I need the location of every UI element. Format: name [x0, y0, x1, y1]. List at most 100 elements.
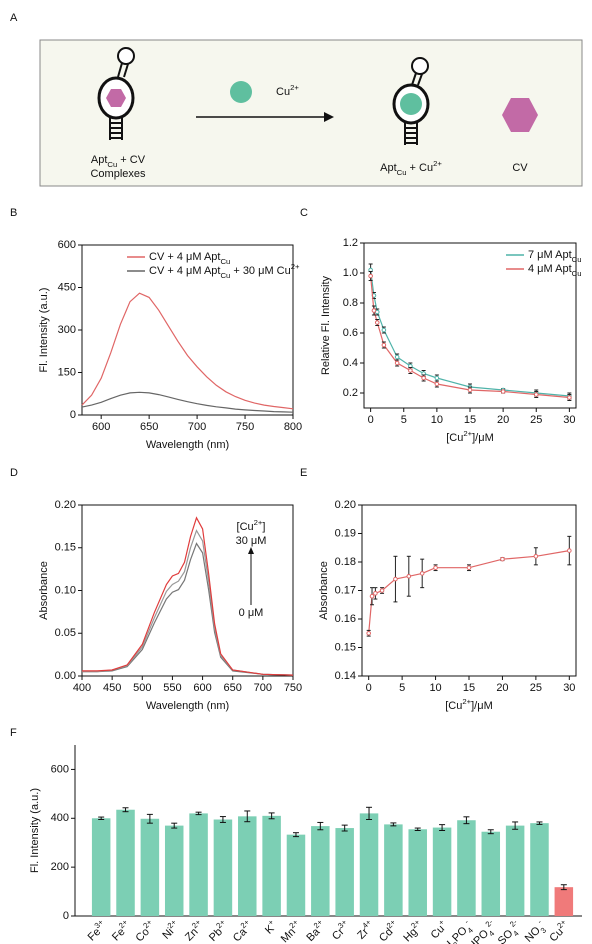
point — [434, 381, 440, 387]
legend-label: 7 μM AptCu — [528, 249, 581, 264]
x-tick-label: Fe2+ — [108, 917, 135, 944]
x-tick-label: 550 — [163, 682, 181, 694]
point — [434, 375, 440, 381]
text-segment: + — [436, 917, 446, 927]
x-tick-label: 0 — [366, 682, 372, 694]
annotation: [Cu2+] — [237, 518, 266, 533]
x-tick-label: Zn2+ — [181, 917, 208, 944]
text-segment: Apt — [91, 154, 108, 166]
scheme-label: Cu2+ — [276, 83, 299, 98]
text-segment: + — [266, 917, 276, 927]
x-tick-label: Cd2+ — [375, 917, 402, 944]
x-tick-label: 750 — [284, 682, 302, 694]
bar — [116, 809, 135, 916]
bar — [189, 813, 208, 916]
text-segment: Zn — [183, 926, 201, 944]
legend-label: CV + 4 μM AptCu — [149, 251, 230, 266]
bar — [530, 823, 549, 916]
x-tick-label: 30 — [563, 414, 575, 426]
x-tick-label: 15 — [464, 414, 476, 426]
x-tick-label: 25 — [530, 682, 542, 694]
x-tick-label: 650 — [140, 421, 158, 433]
text-segment: Zr — [355, 926, 371, 942]
annotation-arrow-head — [248, 547, 254, 554]
x-tick-label: 750 — [236, 421, 254, 433]
x-tick-label: 700 — [254, 682, 272, 694]
x-tick-label: Ca2+ — [228, 917, 255, 944]
x-axis-title: Wavelength (nm) — [146, 439, 229, 451]
text-segment: 2 — [451, 940, 460, 944]
text-segment: Co — [133, 926, 151, 944]
x-tick-label: 650 — [224, 682, 242, 694]
x-tick-label: 500 — [133, 682, 151, 694]
y-tick-label: 0.10 — [55, 584, 76, 596]
x-tick-label: 5 — [399, 682, 405, 694]
text-segment: [Cu — [446, 432, 463, 444]
bar — [286, 834, 306, 916]
y-tick-label: 300 — [58, 324, 76, 336]
x-axis-title: Wavelength (nm) — [146, 700, 229, 712]
series-line — [82, 529, 294, 676]
x-tick-label: Hg2+ — [399, 917, 426, 944]
x-tick-label: Zr4+ — [353, 917, 378, 942]
text-segment: 2+ — [254, 518, 263, 527]
x-tick-label: 20 — [497, 414, 509, 426]
bar — [554, 887, 574, 916]
bar — [238, 816, 257, 916]
panel-label: B — [10, 207, 17, 219]
bar — [164, 825, 184, 916]
text-segment: Cu — [220, 271, 230, 280]
scheme-label: AptCu + CV — [91, 154, 146, 169]
fit-line — [370, 269, 570, 397]
fit-line — [368, 550, 570, 634]
x-tick-label: 800 — [284, 421, 302, 433]
text-segment: Cu — [429, 923, 447, 941]
point — [500, 556, 505, 562]
text-segment: 2+ — [433, 159, 442, 168]
cv-molecule — [502, 98, 538, 132]
x-tick-label: 400 — [73, 682, 91, 694]
y-axis-title: Relative Fl. Intensity — [320, 275, 332, 375]
text-segment: Fe — [110, 926, 128, 944]
panel-label: C — [300, 207, 308, 219]
text-segment: Cu — [220, 257, 230, 266]
x-tick-label: 25 — [530, 414, 542, 426]
bar — [505, 825, 525, 916]
text-segment: CV + 4 μM Apt — [149, 251, 220, 263]
text-segment: Cr — [330, 926, 347, 943]
point — [533, 392, 539, 397]
arrow-head — [324, 112, 334, 122]
x-axis-title: [Cu2+]/μM — [446, 429, 494, 444]
text-segment: + Cu — [406, 162, 433, 174]
y-tick-label: 1.2 — [343, 237, 358, 249]
text-segment: [Cu — [237, 521, 254, 533]
text-segment: Ba — [304, 925, 323, 944]
bar — [140, 818, 160, 916]
point — [368, 273, 373, 279]
fit-line — [370, 275, 570, 399]
point — [379, 588, 385, 593]
plot-frame — [81, 504, 294, 677]
point — [500, 389, 506, 394]
point — [567, 548, 572, 553]
x-tick-label: 10 — [429, 682, 441, 694]
scheme-label: AptCu + Cu2+ — [380, 159, 442, 177]
y-tick-label: 0.16 — [335, 613, 356, 625]
panel-label: E — [300, 467, 307, 479]
text-segment: CV + 4 μM Apt — [149, 265, 220, 277]
x-tick-label: 10 — [431, 414, 443, 426]
text-segment: 2+ — [290, 83, 299, 92]
y-tick-label: 0 — [70, 409, 76, 421]
point — [374, 320, 380, 325]
text-segment: Ca — [231, 925, 250, 944]
y-tick-label: 0.8 — [343, 297, 358, 309]
x-tick-label: Ba2+ — [302, 917, 329, 944]
y-tick-label: 0.20 — [335, 499, 356, 511]
bar — [408, 829, 427, 916]
x-tick-label: Fe3+ — [83, 917, 110, 944]
point — [369, 593, 375, 599]
y-tick-label: 600 — [58, 239, 76, 251]
y-axis-title: Absorbance — [38, 561, 50, 620]
text-segment: Ni — [160, 926, 176, 942]
